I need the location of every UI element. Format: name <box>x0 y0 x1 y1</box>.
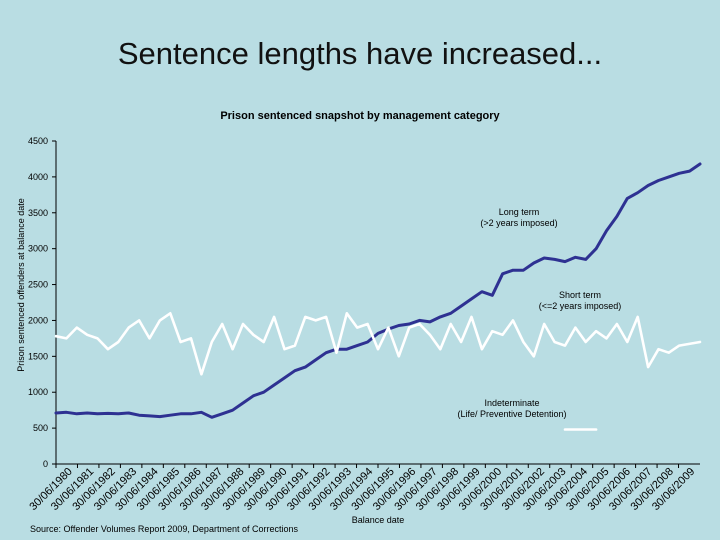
series-line-long-term <box>54 162 702 419</box>
series-annotation: Short term <box>559 290 601 300</box>
y-tick-label: 2000 <box>28 315 48 325</box>
y-tick-label: 500 <box>33 423 48 433</box>
x-axis: 30/06/198030/06/198130/06/198230/06/1983… <box>27 463 700 513</box>
y-tick-label: 0 <box>43 459 48 469</box>
y-axis-label: Prison sentenced offenders at balance da… <box>16 198 26 371</box>
series-annotation: Long term <box>499 207 540 217</box>
source-note: Source: Offender Volumes Report 2009, De… <box>30 524 298 534</box>
y-tick-label: 1500 <box>28 351 48 361</box>
y-tick-label: 3500 <box>28 208 48 218</box>
y-tick-label: 4000 <box>28 172 48 182</box>
y-tick-label: 2500 <box>28 280 48 290</box>
series-lines <box>54 162 702 431</box>
annotations: Long term(>2 years imposed) Short term(<=… <box>457 207 621 419</box>
series-annotation: Indeterminate <box>484 398 539 408</box>
series-annotation: (Life/ Preventive Detention) <box>457 409 566 419</box>
series-line-short-term <box>54 312 702 376</box>
x-axis-label: Balance date <box>352 515 405 525</box>
series-annotation: (>2 years imposed) <box>480 218 557 228</box>
series-annotation: (<=2 years imposed) <box>539 301 622 311</box>
chart-title: Prison sentenced snapshot by management … <box>220 110 500 122</box>
y-tick-label: 4500 <box>28 136 48 146</box>
y-axis: 0 500 1000 1500 2000 2500 3000 3500 4000 4500 <box>28 136 57 469</box>
y-tick-label: 1000 <box>28 387 48 397</box>
slide-title: Sentence lengths have increased... <box>117 36 603 71</box>
y-tick-label: 3000 <box>28 244 48 254</box>
